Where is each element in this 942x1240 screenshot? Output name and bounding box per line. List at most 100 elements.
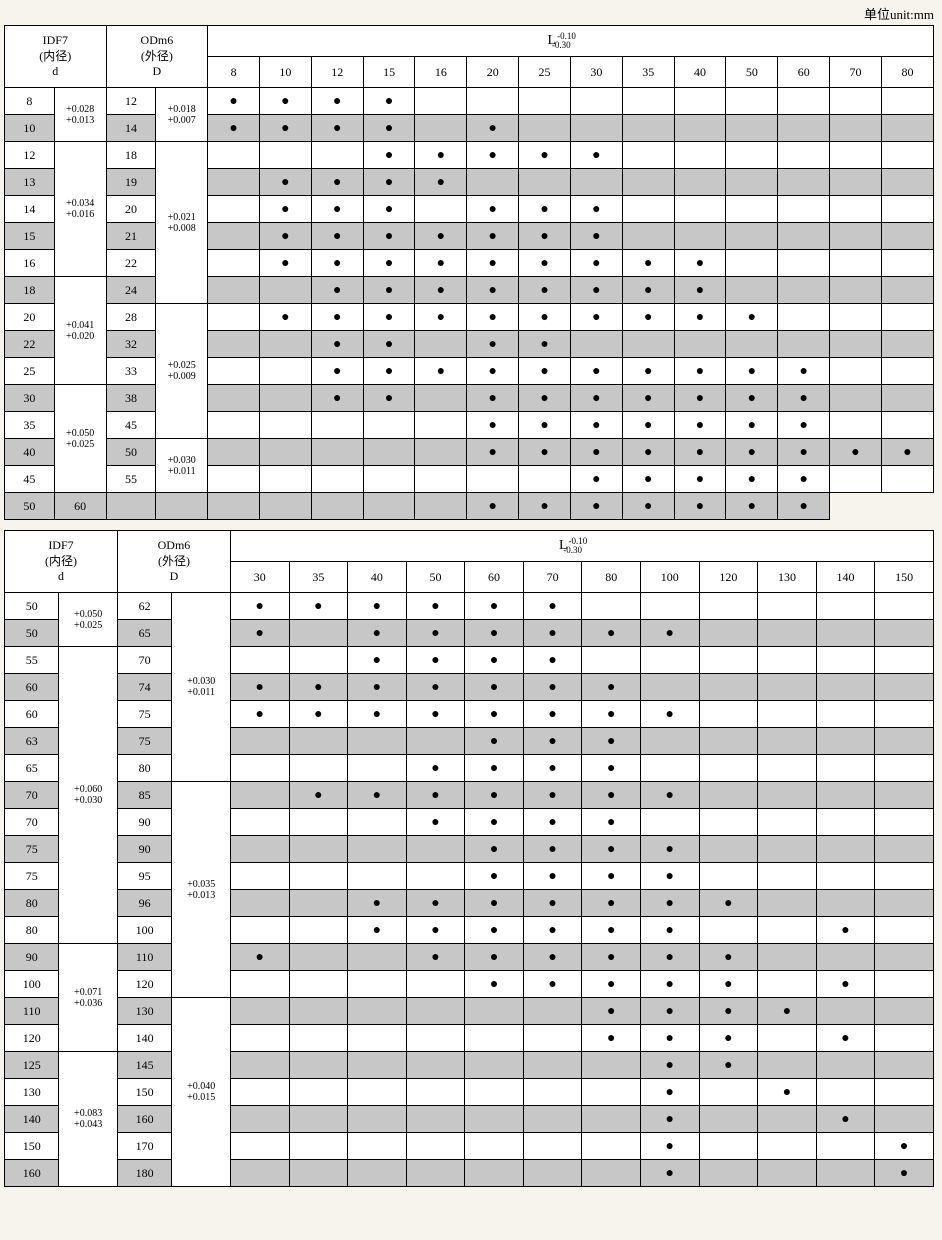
spec-table: IDF7(内径)dODm6(外径)DL-0.10-0.3081012151620…	[4, 25, 934, 520]
availability-cell	[519, 169, 571, 196]
od-value: 24	[106, 277, 156, 304]
availability-cell: ●	[622, 493, 674, 520]
dot-icon: ●	[385, 283, 393, 298]
availability-cell	[778, 196, 830, 223]
availability-cell	[830, 277, 882, 304]
dot-icon: ●	[229, 94, 237, 109]
availability-cell: ●	[519, 439, 571, 466]
dot-icon: ●	[644, 310, 652, 325]
availability-cell	[260, 385, 312, 412]
dot-icon: ●	[724, 896, 732, 911]
dot-icon: ●	[437, 229, 445, 244]
availability-cell: ●	[519, 277, 571, 304]
od-value: 65	[117, 620, 171, 647]
availability-cell	[208, 169, 260, 196]
id-value: 160	[5, 1160, 59, 1187]
availability-cell	[641, 755, 700, 782]
dot-icon: ●	[437, 310, 445, 325]
availability-cell: ●	[582, 890, 641, 917]
dot-icon: ●	[488, 364, 496, 379]
table-row: 7085+0.035+0.013●●●●●●●	[5, 782, 934, 809]
dot-icon: ●	[333, 121, 341, 136]
id-value: 16	[5, 250, 55, 277]
dot-icon: ●	[333, 202, 341, 217]
availability-cell: ●	[641, 701, 700, 728]
dot-icon: ●	[488, 202, 496, 217]
availability-cell	[415, 385, 467, 412]
dot-icon: ●	[724, 950, 732, 965]
availability-cell: ●	[641, 620, 700, 647]
header-L-col: 25	[519, 57, 571, 88]
availability-cell: ●	[363, 358, 415, 385]
availability-cell: ●	[519, 493, 571, 520]
dot-icon: ●	[540, 256, 548, 271]
availability-cell: ●	[465, 647, 524, 674]
dot-icon: ●	[607, 734, 615, 749]
availability-cell	[875, 998, 934, 1025]
availability-cell	[465, 998, 524, 1025]
availability-cell	[875, 728, 934, 755]
availability-cell: ●	[523, 782, 582, 809]
dot-icon: ●	[373, 707, 381, 722]
od-value: 95	[117, 863, 171, 890]
dot-icon: ●	[644, 256, 652, 271]
table-row: 2533●●●●●●●●●●	[5, 358, 934, 385]
availability-cell	[260, 439, 312, 466]
availability-cell	[875, 1079, 934, 1106]
availability-cell	[311, 142, 363, 169]
availability-cell	[582, 1052, 641, 1079]
dot-icon: ●	[490, 842, 498, 857]
dot-icon: ●	[490, 653, 498, 668]
dot-icon: ●	[748, 418, 756, 433]
availability-cell	[406, 1025, 465, 1052]
dot-icon: ●	[490, 707, 498, 722]
table-row: 100120●●●●●●	[5, 971, 934, 998]
availability-cell	[289, 728, 348, 755]
id-value: 130	[5, 1079, 59, 1106]
od-value: 20	[106, 196, 156, 223]
availability-cell: ●	[523, 971, 582, 998]
dot-icon: ●	[592, 283, 600, 298]
table-row: 8096●●●●●●●	[5, 890, 934, 917]
availability-cell: ●	[582, 674, 641, 701]
availability-cell	[641, 647, 700, 674]
header-L-col: 30	[570, 57, 622, 88]
table-row: 18+0.041+0.02024●●●●●●●●	[5, 277, 934, 304]
availability-cell	[674, 331, 726, 358]
dot-icon: ●	[644, 364, 652, 379]
availability-cell	[289, 1079, 348, 1106]
availability-cell	[582, 593, 641, 620]
availability-cell	[289, 890, 348, 917]
availability-cell	[641, 809, 700, 836]
availability-cell: ●	[467, 250, 519, 277]
availability-cell	[208, 466, 260, 493]
dot-icon: ●	[644, 445, 652, 460]
availability-cell: ●	[641, 836, 700, 863]
availability-cell	[674, 88, 726, 115]
availability-cell	[406, 1133, 465, 1160]
id-value: 50	[5, 493, 55, 520]
dot-icon: ●	[488, 283, 496, 298]
dot-icon: ●	[488, 229, 496, 244]
header-L-col: 100	[641, 562, 700, 593]
header-L-col: 70	[523, 562, 582, 593]
dot-icon: ●	[644, 283, 652, 298]
availability-cell	[582, 1079, 641, 1106]
availability-cell	[311, 466, 363, 493]
id-value: 14	[5, 196, 55, 223]
availability-cell: ●	[519, 142, 571, 169]
id-value: 45	[5, 466, 55, 493]
availability-cell	[699, 863, 758, 890]
availability-cell	[758, 755, 817, 782]
dot-icon: ●	[666, 788, 674, 803]
availability-cell: ●	[641, 1106, 700, 1133]
availability-cell	[875, 809, 934, 836]
od-value: 32	[106, 331, 156, 358]
id-value: 15	[5, 223, 55, 250]
availability-cell: ●	[467, 358, 519, 385]
availability-cell	[289, 809, 348, 836]
availability-cell	[875, 620, 934, 647]
dot-icon: ●	[281, 175, 289, 190]
availability-cell	[699, 836, 758, 863]
dot-icon: ●	[592, 148, 600, 163]
